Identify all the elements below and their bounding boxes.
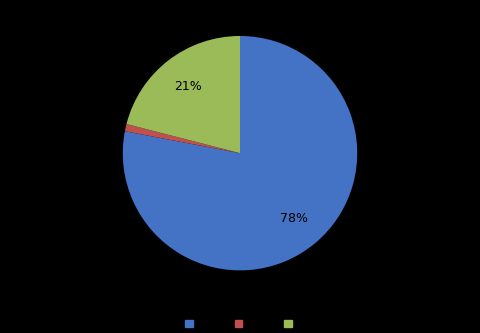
Wedge shape — [123, 36, 357, 270]
Text: 21%: 21% — [174, 80, 202, 93]
Wedge shape — [125, 124, 240, 153]
Legend: , , : , , — [181, 315, 299, 333]
Text: 78%: 78% — [280, 212, 308, 225]
Wedge shape — [126, 36, 240, 153]
